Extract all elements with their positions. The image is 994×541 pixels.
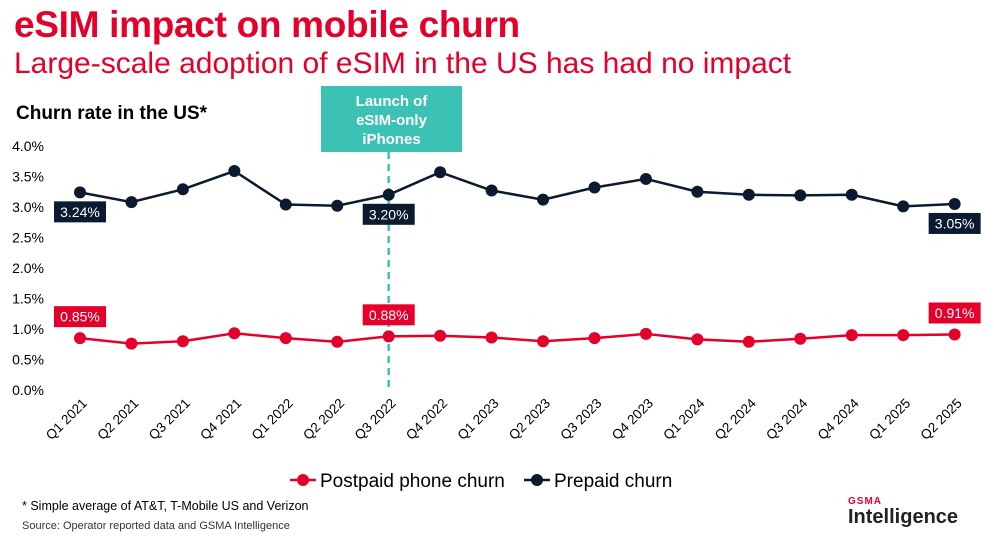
x-tick-label: Q1 2024 bbox=[660, 395, 708, 443]
y-tick-label: 3.5% bbox=[12, 169, 44, 185]
x-tick-label: Q3 2022 bbox=[352, 396, 399, 443]
x-tick-label: Q3 2024 bbox=[763, 395, 811, 443]
data-label-box-series-1 bbox=[928, 212, 981, 234]
gsma-intelligence-logo: GSMA Intelligence bbox=[848, 496, 958, 529]
x-tick-label: Q1 2022 bbox=[249, 396, 296, 443]
y-tick-label: 2.5% bbox=[12, 230, 44, 246]
data-point-series-0 bbox=[279, 332, 292, 345]
y-tick-label: 3.0% bbox=[12, 199, 44, 215]
data-point-series-0 bbox=[434, 329, 447, 342]
launch-annotation-box bbox=[321, 86, 462, 152]
data-point-series-0 bbox=[691, 333, 704, 346]
data-point-series-1 bbox=[639, 172, 652, 185]
data-label-series-0: 0.91% bbox=[935, 305, 975, 321]
x-tick-label: Q4 2024 bbox=[815, 395, 863, 443]
data-point-series-0 bbox=[845, 329, 858, 342]
data-point-series-0 bbox=[794, 332, 807, 345]
page-title: eSIM impact on mobile churn bbox=[14, 4, 520, 45]
data-point-series-1 bbox=[794, 189, 807, 202]
data-point-series-0 bbox=[125, 337, 138, 350]
data-point-series-1 bbox=[897, 200, 910, 213]
data-label-box-series-0 bbox=[928, 302, 981, 324]
data-label-series-0: 0.85% bbox=[60, 309, 100, 325]
x-tick-label: Q1 2025 bbox=[866, 396, 913, 443]
x-tick-label: Q3 2021 bbox=[146, 396, 193, 443]
data-point-series-1 bbox=[588, 181, 601, 194]
x-tick-label: Q2 2023 bbox=[506, 396, 553, 443]
data-point-series-1 bbox=[228, 165, 241, 178]
data-label-box-series-0 bbox=[54, 306, 106, 328]
x-tick-label: Q1 2023 bbox=[454, 396, 501, 443]
launch-annotation-text: eSIM-only bbox=[356, 112, 427, 129]
y-tick-label: 0.0% bbox=[12, 382, 44, 398]
data-point-series-1 bbox=[434, 166, 447, 179]
launch-annotation-text: iPhones bbox=[362, 131, 420, 148]
data-point-series-1 bbox=[279, 198, 292, 211]
data-point-series-0 bbox=[331, 335, 344, 348]
data-point-series-0 bbox=[228, 327, 241, 340]
data-point-series-1 bbox=[845, 188, 858, 201]
data-label-series-1: 3.05% bbox=[935, 215, 975, 231]
y-tick-label: 4.0% bbox=[12, 138, 44, 154]
data-point-series-0 bbox=[742, 335, 755, 348]
legend-label-1: Prepaid churn bbox=[554, 471, 672, 492]
x-tick-label: Q2 2021 bbox=[94, 396, 141, 443]
data-point-series-1 bbox=[537, 193, 550, 206]
series-line-0 bbox=[79, 332, 955, 345]
legend-marker-0 bbox=[297, 474, 309, 486]
data-point-series-1 bbox=[742, 188, 755, 201]
source-note: Source: Operator reported data and GSMA … bbox=[22, 520, 290, 532]
data-point-series-1 bbox=[948, 197, 961, 210]
data-point-series-1 bbox=[691, 185, 704, 198]
data-point-series-0 bbox=[176, 335, 189, 348]
x-tick-label: Q3 2023 bbox=[557, 396, 604, 443]
data-point-series-0 bbox=[537, 335, 550, 348]
data-point-series-0 bbox=[948, 328, 961, 341]
x-tick-label: Q1 2021 bbox=[43, 396, 90, 443]
data-point-series-1 bbox=[125, 196, 138, 209]
y-tick-label: 0.5% bbox=[12, 352, 44, 368]
x-tick-label: Q2 2025 bbox=[918, 396, 965, 443]
data-point-series-1 bbox=[74, 186, 86, 199]
data-point-series-0 bbox=[639, 327, 652, 340]
data-point-series-0 bbox=[382, 330, 395, 343]
data-point-series-1 bbox=[485, 184, 498, 197]
legend-label-0: Postpaid phone churn bbox=[320, 471, 505, 492]
series-line-1 bbox=[79, 169, 955, 208]
y-tick-label: 1.0% bbox=[12, 321, 44, 337]
x-tick-label: Q2 2024 bbox=[712, 395, 760, 443]
x-tick-label: Q4 2023 bbox=[609, 396, 656, 443]
data-point-series-0 bbox=[897, 329, 910, 342]
legend-marker-1 bbox=[531, 474, 543, 486]
data-label-series-1: 3.24% bbox=[60, 204, 100, 220]
data-label-box-series-1 bbox=[362, 203, 415, 225]
data-label-series-0: 0.88% bbox=[369, 307, 409, 323]
footnote: * Simple average of AT&T, T-Mobile US an… bbox=[22, 499, 309, 513]
y-tick-label: 1.5% bbox=[12, 291, 44, 307]
logo-top-text: GSMA bbox=[848, 496, 882, 507]
x-tick-label: Q4 2022 bbox=[403, 396, 450, 443]
chart-title: Churn rate in the US* bbox=[16, 103, 208, 124]
data-label-box-series-0 bbox=[362, 304, 415, 326]
launch-annotation-text: Launch of bbox=[356, 93, 429, 110]
data-point-series-0 bbox=[74, 332, 86, 345]
page-subtitle: Large-scale adoption of eSIM in the US h… bbox=[14, 47, 792, 80]
data-point-series-1 bbox=[382, 188, 395, 201]
data-label-box-series-1 bbox=[54, 201, 106, 223]
data-point-series-1 bbox=[331, 199, 344, 212]
logo-bottom-text: Intelligence bbox=[848, 506, 959, 528]
data-point-series-0 bbox=[485, 331, 498, 344]
y-tick-label: 2.0% bbox=[12, 260, 44, 276]
data-label-series-1: 3.20% bbox=[369, 206, 409, 222]
data-point-series-0 bbox=[588, 332, 601, 345]
x-tick-label: Q4 2021 bbox=[197, 396, 244, 443]
x-tick-label: Q2 2022 bbox=[300, 396, 347, 443]
data-point-series-1 bbox=[176, 183, 189, 196]
